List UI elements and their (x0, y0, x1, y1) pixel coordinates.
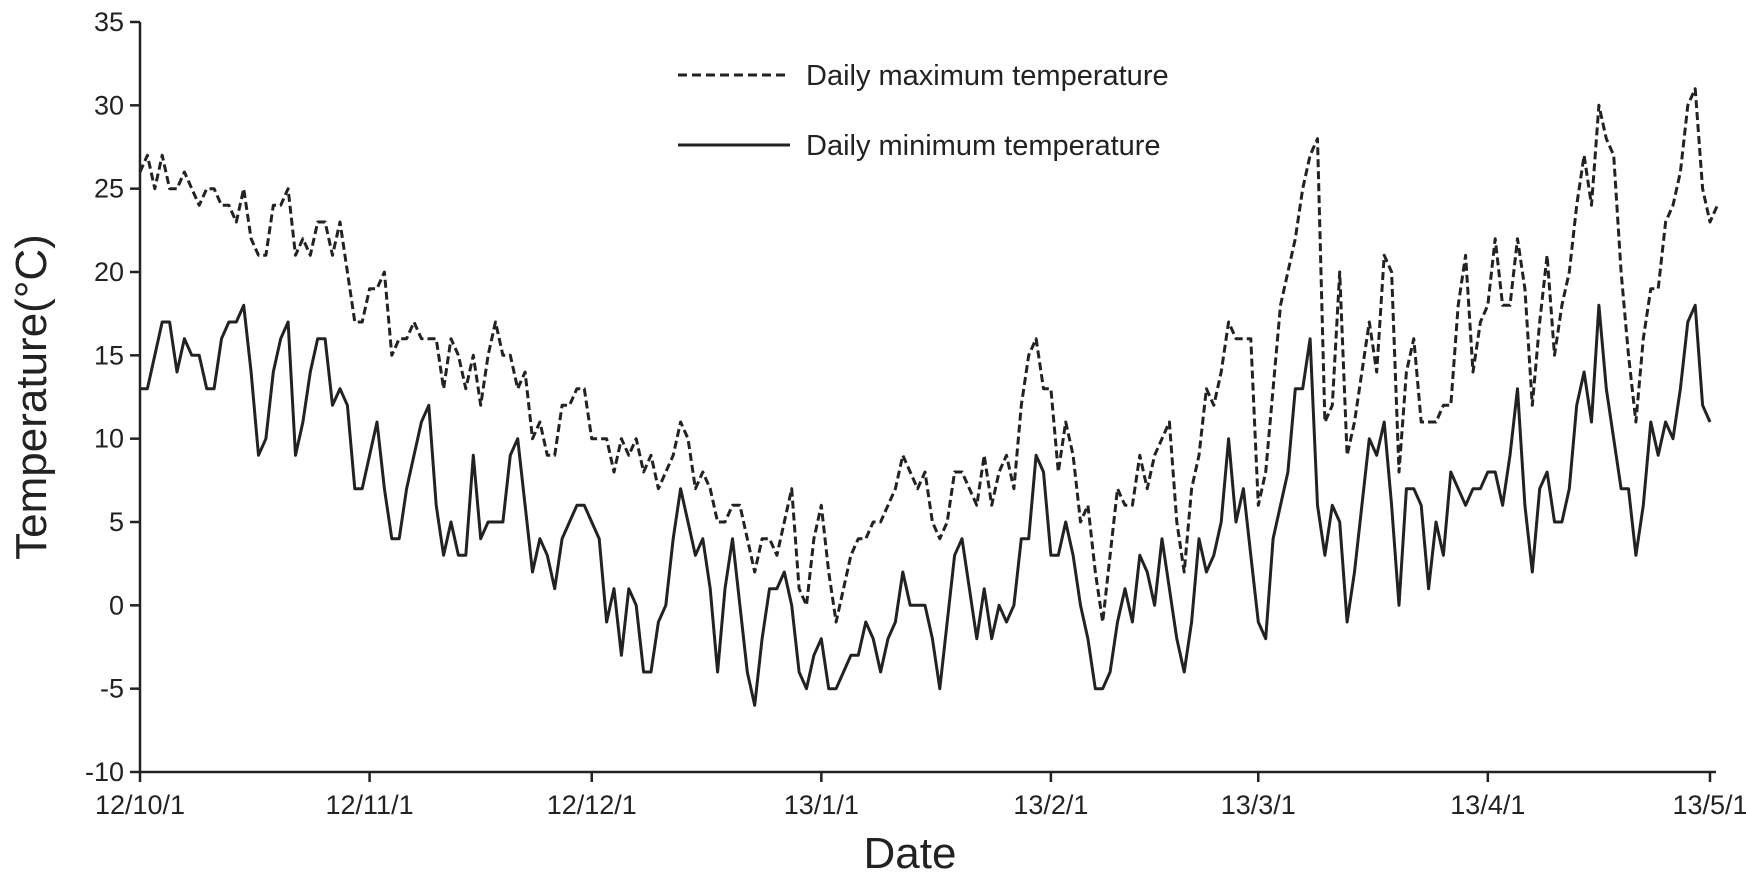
y-tick-label: -10 (85, 757, 124, 787)
y-tick-label: 15 (94, 340, 124, 370)
x-tick-label: 12/11/1 (326, 790, 414, 820)
x-axis-title: Date (864, 829, 957, 878)
y-axis-title: Temperature(°C) (7, 234, 56, 560)
y-tick-label: 35 (94, 7, 124, 37)
y-tick-label: -5 (100, 674, 124, 704)
y-ticks: -10 -5 0 5 10 15 20 25 30 35 (85, 7, 140, 787)
y-tick-label: 20 (94, 257, 124, 287)
x-tick-label: 13/2/1 (1013, 790, 1088, 820)
legend-label-min: Daily minimum temperature (806, 130, 1161, 162)
x-ticks: 12/10/1 12/11/1 12/12/1 13/1/1 13/2/1 13/3/1 1… (95, 772, 1746, 820)
y-tick-label: 30 (94, 90, 124, 120)
x-tick-label: 12/12/1 (547, 790, 637, 820)
y-tick-label: 25 (94, 174, 124, 204)
legend-label-max: Daily maximum temperature (806, 60, 1169, 92)
y-tick-label: 5 (109, 507, 124, 537)
x-tick-label: 13/4/1 (1450, 790, 1525, 820)
axes (138, 22, 1716, 774)
series-line-max (138, 87, 1719, 624)
legend: Daily maximum temperature Daily minimum … (678, 60, 1169, 162)
y-tick-label: 10 (94, 424, 124, 454)
x-tick-label: 13/1/1 (784, 790, 859, 820)
x-tick-label: 12/10/1 (95, 790, 185, 820)
series-line-min (140, 303, 1712, 707)
x-tick-label: 13/3/1 (1221, 790, 1296, 820)
x-tick-label: 13/5/1 (1672, 790, 1746, 820)
y-tick-label: 0 (109, 590, 124, 620)
series-layer (138, 87, 1719, 707)
